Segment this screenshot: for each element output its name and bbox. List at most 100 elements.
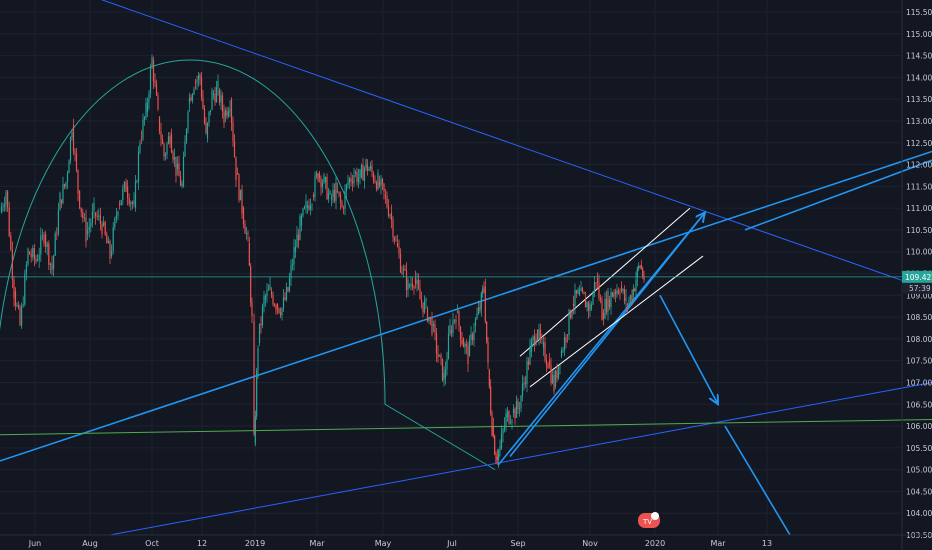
candle-body [541,338,543,340]
candle-body [83,217,85,219]
trend-line[interactable] [519,207,691,357]
candle-body [462,338,465,348]
candle-body [425,299,427,301]
candle-body [548,360,551,366]
candle-body [636,267,638,278]
y-tick-label: 104.500 [906,487,932,496]
candle-body [530,340,533,352]
candle-body [542,342,545,348]
candle-body [209,109,212,112]
candle-body [484,286,486,322]
candle-body [629,295,632,300]
candle-body [441,358,444,381]
trend-line[interactable] [529,255,704,388]
candle-body [533,336,536,346]
candle-body [131,202,133,204]
candle-body [356,171,358,182]
time-axis[interactable]: Jun Aug Oct 12 2019 Mar May Jul Sep Nov 2020 Mar 13 [0,534,932,548]
candle-body [74,151,76,154]
candle-body [342,208,345,209]
candle-body [384,195,387,196]
candle-body [40,235,42,255]
candle-body [317,173,319,181]
x-tick-label: 12 [197,539,207,548]
candle-body [13,279,15,299]
candle-body [223,111,225,124]
candle-body [284,297,286,300]
candle-body [136,181,138,183]
candle-body [93,202,95,212]
candle-body [82,211,84,219]
candle-body [506,411,509,418]
candle-body [191,94,194,101]
candle-body [587,302,590,311]
candle-body [46,243,48,247]
candle-body [623,289,626,301]
candle-body [521,383,524,396]
arc-drawing[interactable] [0,59,496,471]
candle-body [614,290,617,295]
candle-body [257,348,259,371]
candle-body [320,177,322,188]
candle-body [557,366,560,379]
candle-body [91,211,93,223]
candle-body [11,249,13,280]
candle-body [324,177,327,182]
candle-body [315,173,318,177]
countdown-badge [902,282,932,294]
candle-body [77,170,79,194]
candle-body [114,218,116,228]
candle-body [468,339,471,357]
candle-body [419,288,421,300]
candle-body [291,264,294,266]
arrow-drawing[interactable] [659,294,718,404]
candle-body [550,365,552,384]
candle-body [411,283,414,288]
candle-body [5,192,7,205]
candle-body [604,299,606,319]
candle-body [270,290,273,295]
candle-body [335,182,337,201]
candle-body [190,97,192,101]
y-tick-label: 112.000 [906,161,932,170]
x-tick-label: 13 [762,539,772,548]
candle-body [297,234,300,241]
candle-body [434,324,436,334]
candle-body [422,302,424,313]
candle-body [175,156,177,176]
logo-text: TV [642,518,652,526]
candle-body [281,308,283,316]
candle-body [459,326,462,341]
trend-line[interactable] [0,419,932,436]
trend-line[interactable] [109,381,932,536]
candle-body [329,191,331,194]
candle-body [285,287,288,300]
trend-line[interactable] [724,425,791,536]
candle-body [512,408,515,413]
candle-body [407,280,409,291]
candle-body [137,151,140,182]
trend-line[interactable] [0,150,932,462]
candle-body [577,289,579,294]
candle-body [565,337,567,343]
trend-line[interactable] [0,0,932,292]
candle-body [643,275,645,280]
y-tick-label: 107.000 [906,378,932,387]
y-tick-label: 110.000 [906,248,932,257]
candle-body [202,97,204,109]
trend-line[interactable] [744,159,932,231]
candle-body [106,234,108,244]
candle-body [122,188,124,201]
candle-body [288,278,291,291]
candle-body [341,202,343,207]
candle-body [610,292,612,308]
x-tick-label: 2019 [245,539,265,548]
candle-body [482,288,484,294]
candle-body [161,139,164,144]
candle-body [151,57,153,69]
candle-body [390,212,393,220]
candle-body [338,191,340,195]
arrow-drawing[interactable] [509,212,705,458]
